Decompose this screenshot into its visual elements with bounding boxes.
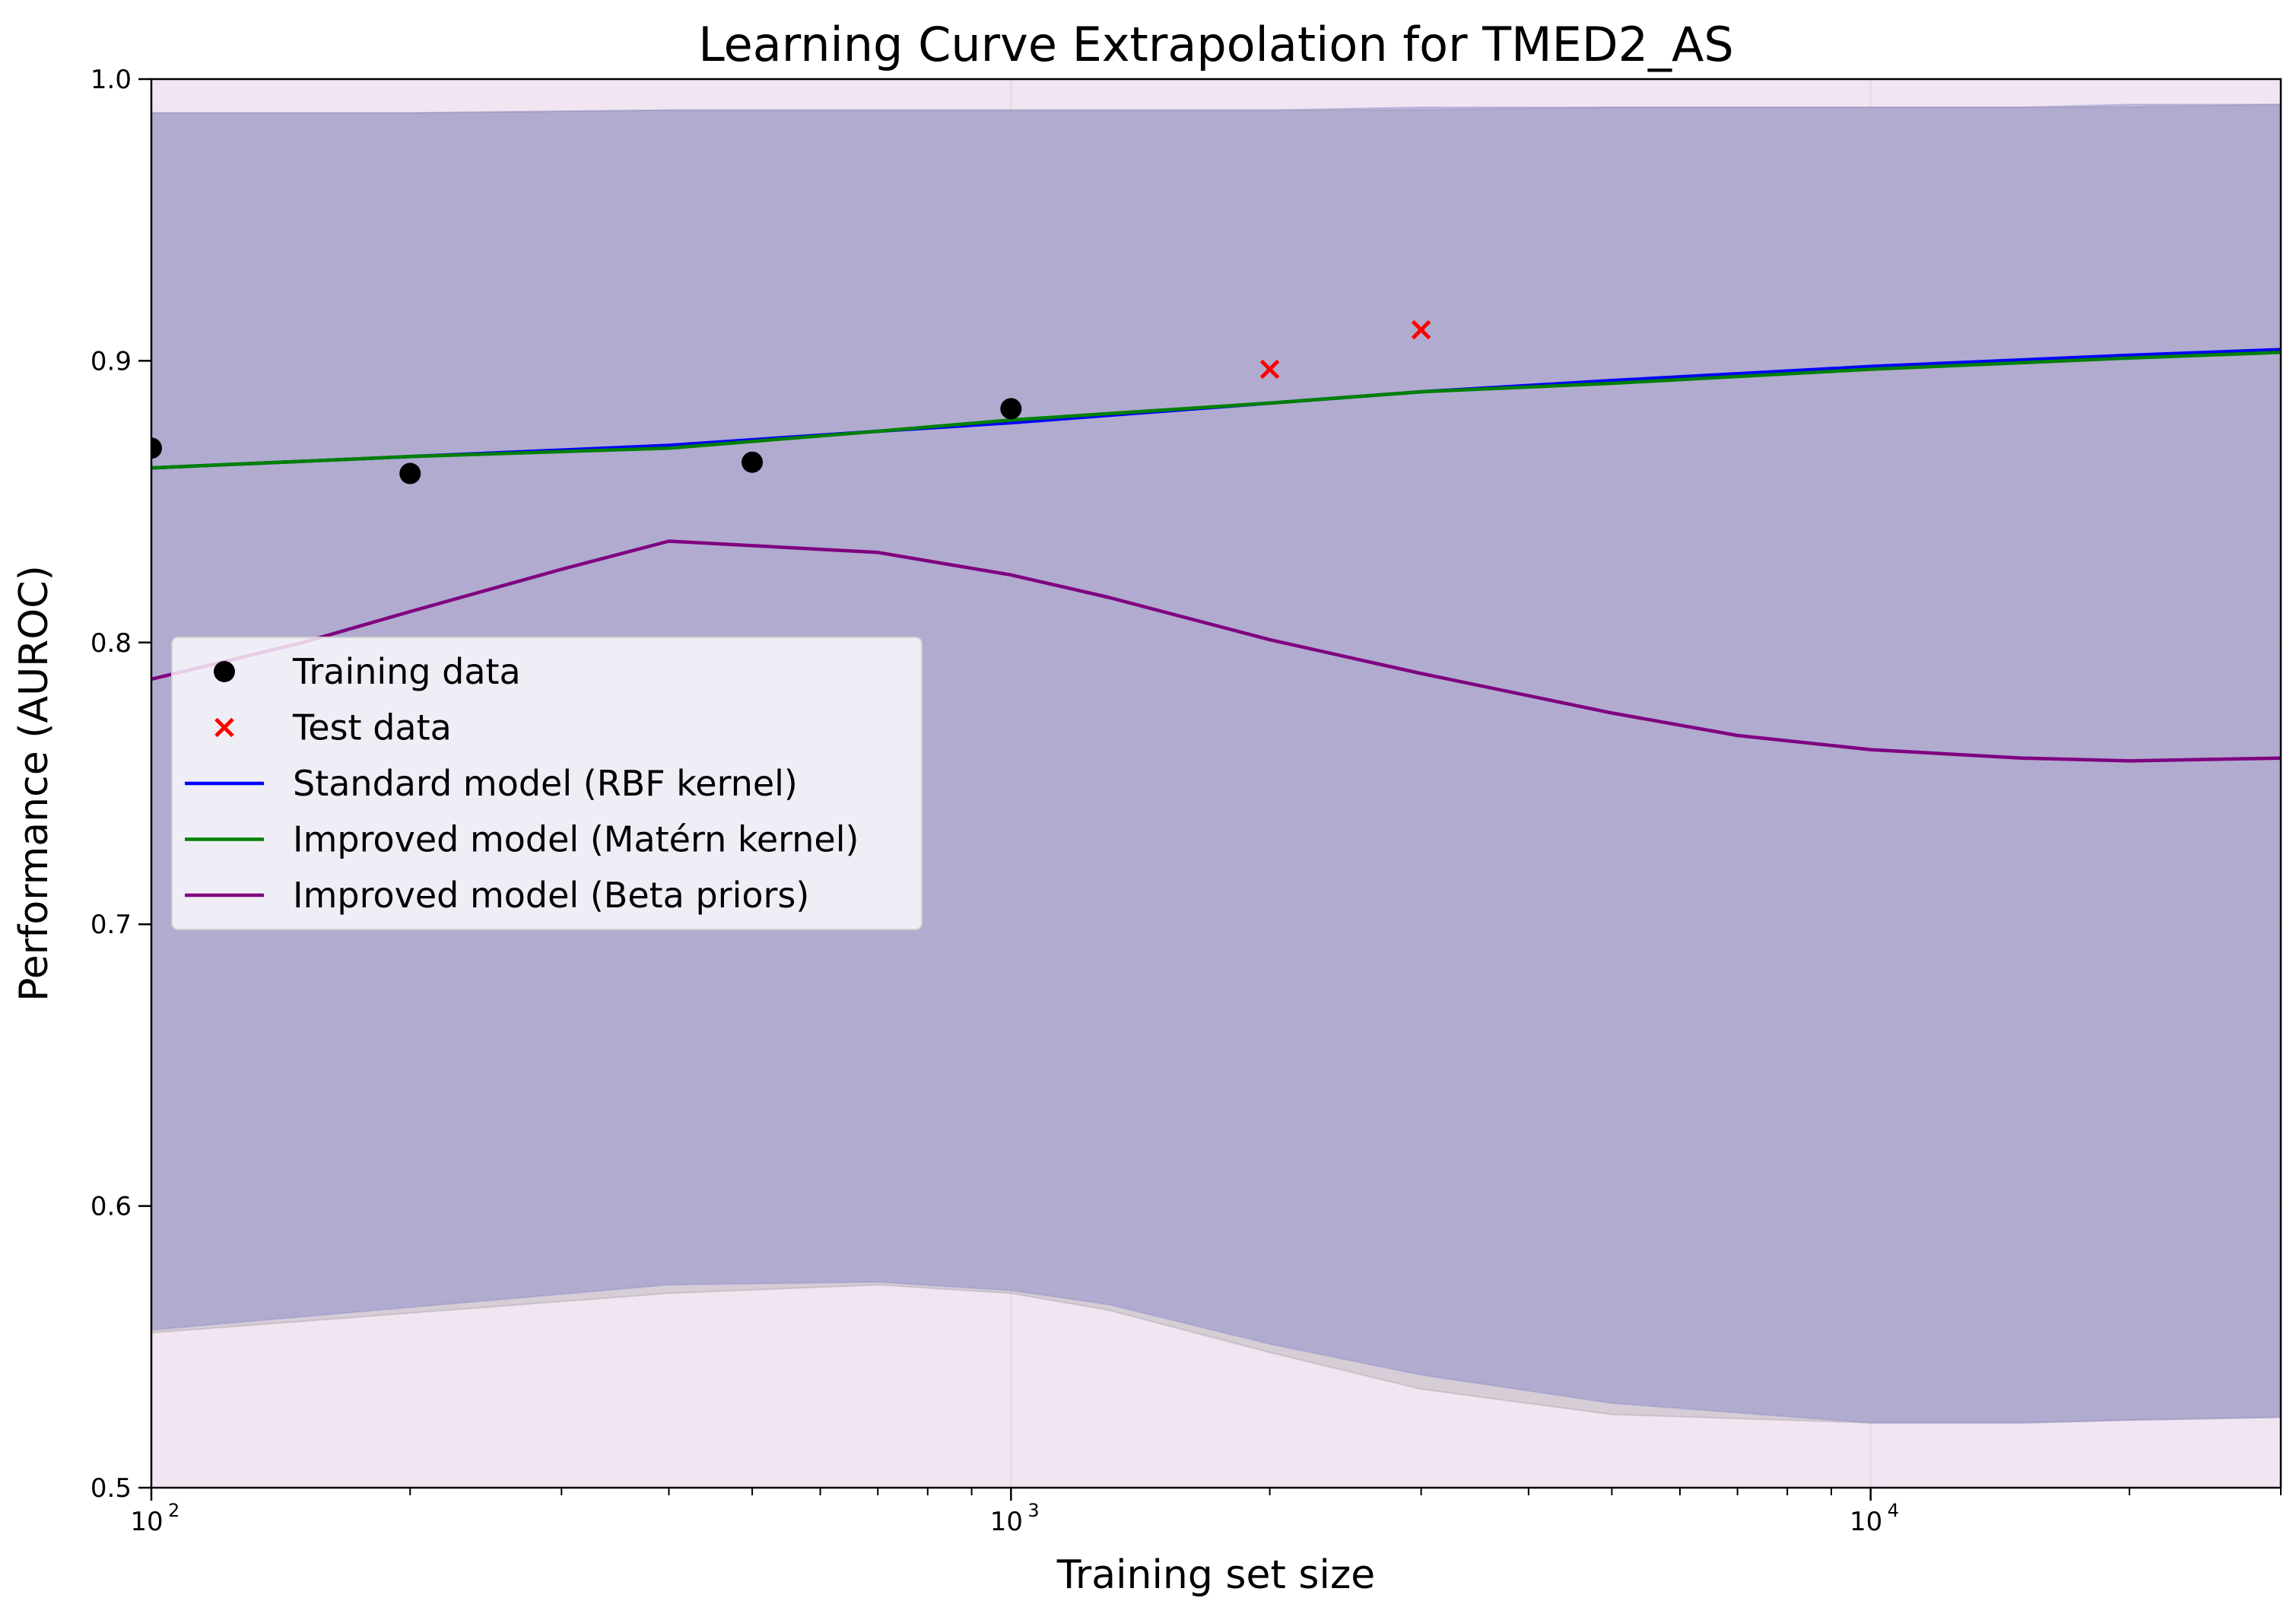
legend-item-improved-model-beta-priors: Improved model (Beta priors) (185, 875, 809, 916)
legend-box (171, 637, 923, 930)
legend: Training data Test data Standard model (RB… (171, 637, 923, 930)
x-axis-label: Training set size (1056, 1552, 1376, 1598)
training-point (742, 451, 764, 473)
legend-item-training-data: Training data (214, 651, 521, 692)
band-standard-model-rbf-kernel-interval (151, 103, 2281, 1424)
legend-label: Test data (292, 707, 452, 748)
y-tick-label: 0.5 (91, 1473, 132, 1504)
legend-label: Training data (292, 651, 521, 692)
y-tick-label: 0.9 (91, 346, 132, 376)
legend-label: Improved model (Matérn kernel) (293, 819, 859, 860)
plot-frame (150, 78, 2282, 1489)
series-line-improved-model-matern-kernel (151, 351, 2281, 470)
x-tick-label: 10 (130, 1507, 163, 1537)
confidence-bands (151, 79, 2281, 1488)
training-point (1000, 398, 1022, 420)
legend-marker (214, 661, 235, 682)
x-tick-label: 10 (990, 1507, 1023, 1537)
legend-item-standard-model-rbf-kernel: Standard model (RBF kernel) (185, 763, 798, 804)
series-points (151, 319, 1431, 484)
y-tick-label: 0.8 (91, 628, 132, 659)
y-tick-label: 0.6 (91, 1192, 132, 1222)
x-axis-ticks: 10 2 10 3 10 4 (130, 1488, 2282, 1537)
test-point (1411, 319, 1431, 340)
legend-item-improved-model-matern-kernel: Improved model (Matérn kernel) (185, 819, 859, 860)
legend-item-test-data: Test data (214, 707, 452, 748)
x-tick-exponent: 2 (168, 1500, 179, 1521)
training-point (151, 437, 162, 459)
y-tick-label: 1.0 (91, 65, 132, 95)
series-lines (151, 348, 2281, 763)
legend-label: Improved model (Beta priors) (293, 875, 809, 916)
x-tick-label: 10 (1850, 1507, 1882, 1537)
plot-area (151, 79, 2281, 1488)
x-tick-exponent: 4 (1888, 1500, 1899, 1521)
y-axis-label: Performance (AUROC) (11, 565, 57, 1002)
grid-lines (151, 79, 2281, 1488)
training-point (399, 462, 421, 484)
y-axis-ticks: 0.5 0.6 0.7 0.8 0.9 1.0 (91, 65, 151, 1504)
x-tick-exponent: 3 (1027, 1500, 1039, 1521)
y-tick-label: 0.7 (91, 910, 132, 940)
legend-label: Standard model (RBF kernel) (293, 763, 798, 804)
chart-title: Learning Curve Extrapolation for TMED2_A… (698, 17, 1734, 72)
legend-marker (214, 717, 234, 738)
test-point (1259, 359, 1280, 380)
series-line-improved-model-beta-priors (151, 539, 2281, 763)
